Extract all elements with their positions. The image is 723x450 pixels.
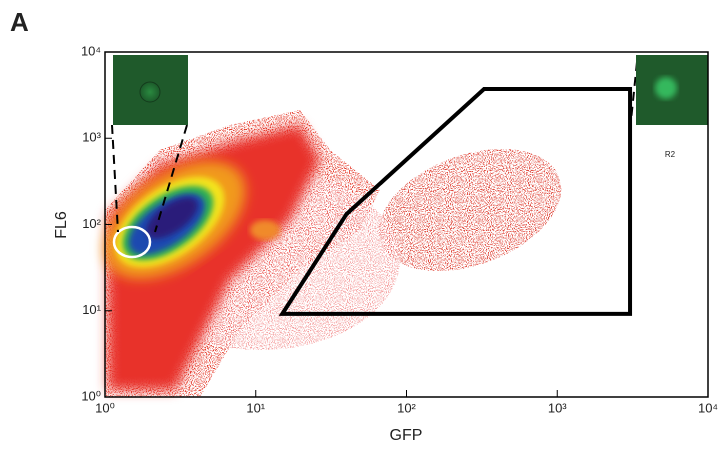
x-tick-label: 10⁴ (698, 400, 718, 415)
y-tick-label: 10¹ (82, 302, 101, 317)
x-axis-label: GFP (390, 427, 423, 444)
x-tick-label: 10⁰ (95, 400, 115, 415)
highlight-ellipse (112, 225, 152, 259)
gate-label: R2 (665, 150, 676, 159)
inset-left (111, 55, 188, 233)
density-cloud (104, 110, 562, 397)
y-tick-label: 10³ (82, 130, 101, 145)
y-tick-label: 10² (82, 216, 101, 231)
y-tick-label: 10⁴ (81, 43, 101, 58)
panel-label: A (10, 7, 29, 37)
x-tick-label: 10² (397, 400, 416, 415)
gate-polygon (278, 87, 633, 316)
y-axis-label: FL6 (53, 211, 70, 239)
x-tick-label: 10³ (548, 400, 567, 415)
x-tick-label: 10¹ (246, 400, 265, 415)
y-tick-label: 10⁰ (81, 388, 101, 403)
inset-right (629, 55, 708, 131)
